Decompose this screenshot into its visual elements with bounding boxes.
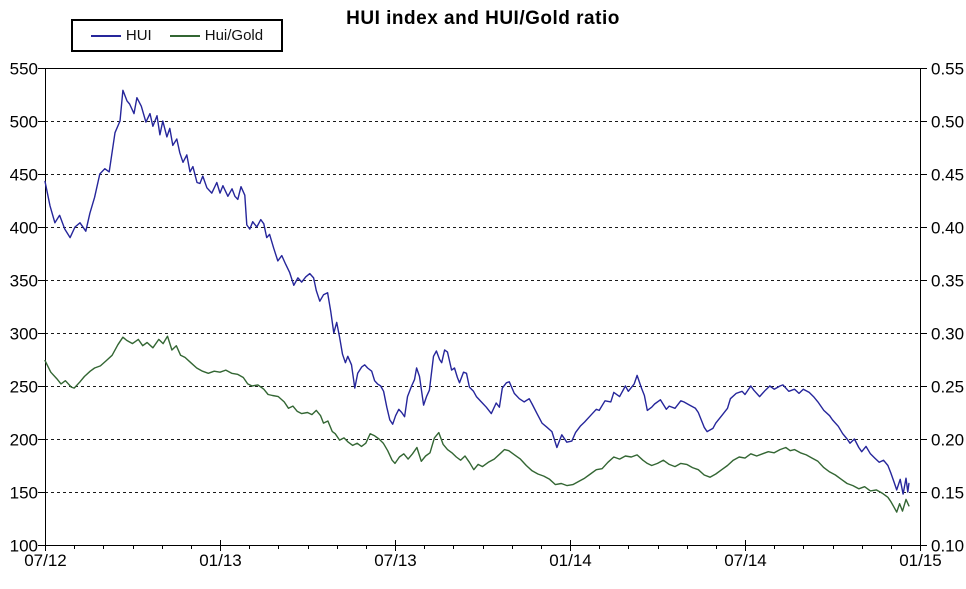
- legend-label-hui-gold: Hui/Gold: [204, 27, 264, 44]
- y-right-tick-label: 0.30: [931, 325, 964, 344]
- y-right-tick-label: 0.50: [931, 113, 964, 132]
- y-left-tick-label: 100: [10, 537, 38, 556]
- y-left-tick-label: 550: [10, 60, 38, 79]
- y-left-tick-label: 400: [10, 219, 38, 238]
- y-left-tick-label: 150: [10, 484, 38, 503]
- x-tick-label: 01/14: [549, 551, 592, 570]
- series-line-hui-gold: [44, 335, 910, 513]
- hui-line-swatch: [90, 34, 121, 37]
- x-tick-label: 01/15: [899, 551, 942, 570]
- hui-gold-line-swatch: [169, 34, 200, 37]
- y-left-tick-label: 250: [10, 378, 38, 397]
- legend-item-hui-gold: Hui/Gold: [169, 27, 264, 44]
- y-right-tick-label: 0.35: [931, 272, 964, 291]
- y-left-tick-label: 200: [10, 431, 38, 450]
- y-right-tick-label: 0.40: [931, 219, 964, 238]
- chart-title: HUI index and HUI/Gold ratio: [346, 8, 620, 29]
- legend-label-hui: HUI: [125, 27, 152, 44]
- legend-item-hui: HUI: [90, 27, 152, 44]
- y-left-tick-label: 350: [10, 272, 38, 291]
- y-right-tick-label: 0.15: [931, 484, 964, 503]
- x-tick-label: 07/14: [724, 551, 767, 570]
- x-tick-label: 01/13: [199, 551, 242, 570]
- y-right-tick-label: 0.45: [931, 166, 964, 185]
- y-right-tick-label: 0.25: [931, 378, 964, 397]
- y-left-tick-label: 500: [10, 113, 38, 132]
- y-left-tick-label: 300: [10, 325, 38, 344]
- y-right-tick-label: 0.10: [931, 537, 964, 556]
- x-tick-label: 07/12: [24, 551, 67, 570]
- legend: HUI Hui/Gold: [71, 19, 283, 52]
- x-tick-label: 07/13: [374, 551, 417, 570]
- series-line-hui: [44, 89, 910, 495]
- y-right-tick-label: 0.20: [931, 431, 964, 450]
- y-right-tick-label: 0.55: [931, 60, 964, 79]
- y-left-tick-label: 450: [10, 166, 38, 185]
